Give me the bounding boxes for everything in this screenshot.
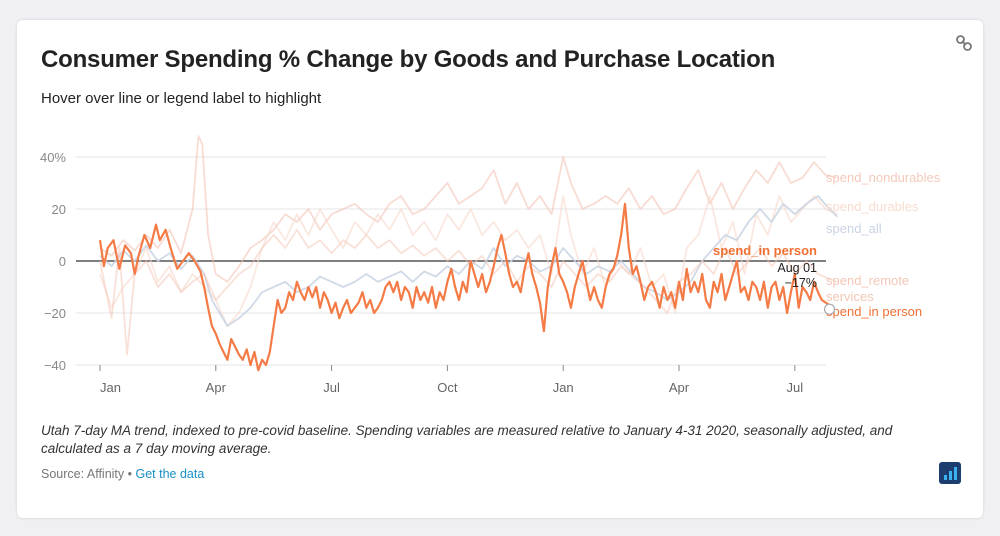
series-line-spend-durables	[99, 195, 838, 327]
y-tick-label: 40%	[40, 150, 66, 165]
y-tick-label: 0	[59, 254, 66, 269]
legend-label-services: services	[826, 289, 874, 304]
x-tick-label: Apr	[669, 380, 690, 395]
x-tick-label: Oct	[437, 380, 458, 395]
legend-label-spend-durables: spend_durables	[826, 199, 919, 214]
legend-label-spend-nondurables: spend_nondurables	[826, 170, 941, 185]
series-line-spend-nondurables	[99, 135, 838, 283]
link-icon[interactable]	[955, 34, 973, 52]
series-line-spend-remote	[99, 228, 838, 356]
x-tick-label: Apr	[206, 380, 227, 395]
series-line-spend-in-person	[98, 202, 831, 372]
legend-label-spend-remote: spend_remote	[826, 273, 909, 288]
source-line: Source: Affinity • Get the data	[41, 467, 204, 481]
x-tick-label: Jan	[553, 380, 574, 395]
y-tick-label: −40	[44, 358, 66, 373]
tooltip-value: −17%	[785, 276, 817, 290]
legend-label-spend-all: spend_all	[826, 221, 882, 236]
y-tick-label: −20	[44, 306, 66, 321]
chart-title: Consumer Spending % Change by Goods and …	[41, 46, 776, 73]
get-data-link[interactable]: Get the data	[135, 467, 205, 481]
series-line-spend-all	[99, 195, 838, 327]
tooltip-date: Aug 01	[777, 261, 817, 275]
x-tick-label: Jul	[786, 380, 803, 395]
x-tick-label: Jul	[323, 380, 340, 395]
chart-subtitle: Hover over line or legend label to highl…	[41, 90, 322, 107]
datawrapper-logo-icon	[939, 462, 961, 484]
legend-label-spend-in-person: spend_in person	[826, 304, 922, 319]
tooltip-series-label: spend_in person	[713, 243, 817, 258]
x-tick-label: Jan	[100, 380, 121, 395]
tooltip-marker	[823, 303, 836, 315]
source-label: Source: Affinity •	[41, 467, 136, 481]
y-tick-label: 20	[52, 202, 66, 217]
chart-notes: Utah 7-day MA trend, indexed to pre-covi…	[41, 423, 893, 456]
